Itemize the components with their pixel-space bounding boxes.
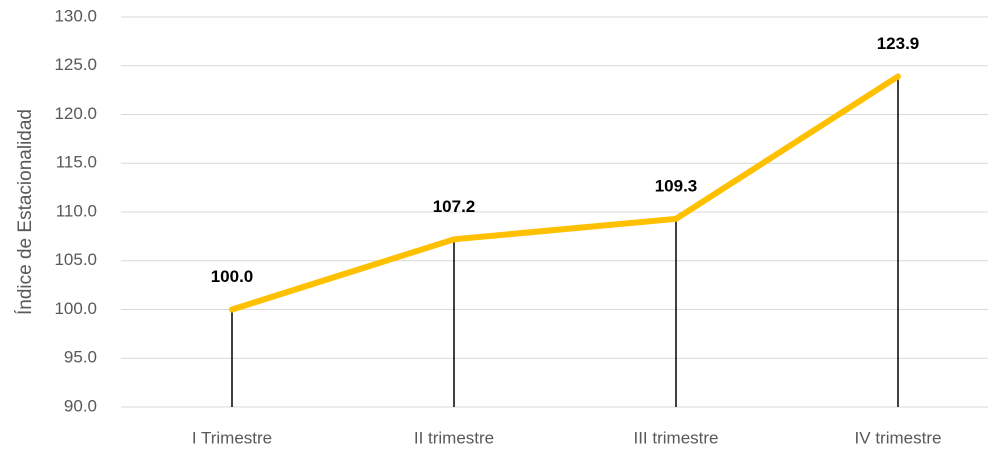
data-label: 100.0 — [211, 267, 254, 286]
data-label: 107.2 — [433, 197, 476, 216]
x-tick-label: I Trimestre — [192, 428, 272, 447]
y-tick-label: 110.0 — [56, 201, 97, 220]
y-tick-label: 95.0 — [64, 348, 97, 367]
x-tick-label: IV trimestre — [855, 428, 942, 447]
data-label: 109.3 — [655, 176, 698, 195]
y-tick-label: 90.0 — [64, 396, 97, 415]
y-tick-label: 125.0 — [54, 55, 97, 74]
y-tick-label: 130.0 — [54, 6, 97, 25]
line — [229, 73, 901, 313]
y-tick-label: 105.0 — [54, 250, 97, 269]
y-tick-label: 115.0 — [56, 153, 97, 172]
x-tick-label: III trimestre — [633, 428, 718, 447]
y-tick-label: 120.0 — [54, 104, 97, 123]
data-label: 123.9 — [877, 34, 920, 53]
y-axis-label: Índice de Estacionalidad — [15, 109, 36, 315]
x-tick-label: II trimestre — [414, 428, 494, 447]
y-tick-label: 100.0 — [54, 299, 97, 318]
